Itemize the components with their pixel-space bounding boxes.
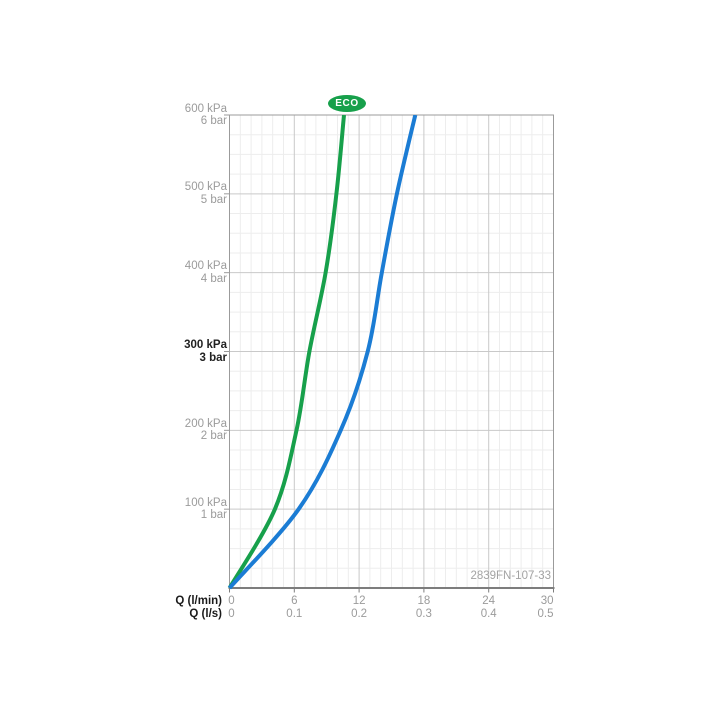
y-tick-label: 600 kPa 6 bar: [184, 102, 227, 128]
x-axis-label-lmin: Q (l/min): [175, 594, 222, 607]
x-tick-label: 12: [352, 594, 366, 607]
x-tick-label: 0.1: [286, 607, 303, 620]
curve-eco: [227, 115, 346, 590]
x-tick-label: 0.2: [351, 607, 368, 620]
y-tick-label: 100 kPa 1 bar: [184, 496, 227, 522]
y-tick-label: 300 kPa 3 bar: [184, 339, 227, 364]
x-tick-label: 24: [482, 594, 496, 607]
product-code-label: 2839FN-107-33: [470, 570, 551, 582]
y-tick-label: 200 kPa 2 bar: [184, 417, 227, 443]
y-tick-label: 500 kPa 5 bar: [184, 181, 227, 206]
x-tick-label: 6: [291, 594, 298, 607]
y-tick-label: 400 kPa 4 bar: [184, 260, 227, 285]
x-tick-label: 18: [417, 594, 431, 607]
x-tick-label: 30: [540, 594, 554, 607]
curve-blue: [227, 115, 418, 590]
x-tick-label: 0.4: [480, 607, 497, 620]
grid-major: [229, 115, 554, 588]
axis-tick-marks: [224, 114, 554, 593]
x-tick-label: 0: [228, 607, 235, 620]
x-axis-label-ls: Q (l/s): [189, 607, 222, 620]
x-tick-label: 0.3: [415, 607, 432, 620]
eco-badge: ECO: [328, 95, 366, 112]
x-tick-label: 0.5: [537, 607, 554, 620]
x-tick-label: 0: [228, 594, 235, 607]
